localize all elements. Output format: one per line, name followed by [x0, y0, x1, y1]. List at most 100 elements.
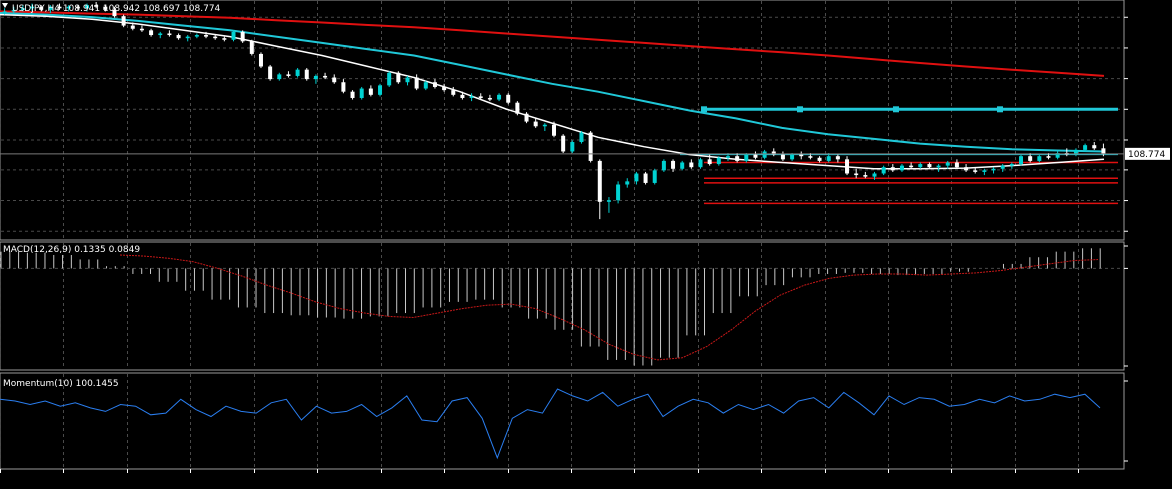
candle-body: [286, 74, 291, 76]
candle-body: [890, 167, 895, 171]
candle-body: [139, 28, 144, 31]
candle-body: [204, 35, 209, 37]
candle-body: [194, 35, 199, 37]
candle-body: [11, 9, 16, 12]
candle-body: [414, 77, 419, 89]
candle-body: [48, 6, 53, 10]
candle-body: [313, 75, 318, 80]
candle-body: [634, 173, 639, 182]
candle-body: [368, 88, 373, 95]
candle-body: [542, 124, 547, 127]
macd-histogram: [0, 248, 1101, 366]
candle-body: [744, 154, 749, 161]
candle-body: [964, 167, 969, 171]
candle-body: [597, 160, 602, 202]
candle-body: [533, 121, 538, 127]
candle-body: [57, 6, 62, 9]
moving-averages: [0, 10, 1105, 170]
candle-body: [442, 86, 447, 91]
time-axis[interactable]: [0, 469, 1079, 473]
candle-body: [616, 184, 621, 201]
candle-body: [899, 165, 904, 171]
candle-body: [304, 69, 309, 80]
symbol-header-text: USDJPY,H4 108.941 108.942 108.697 108.77…: [12, 4, 221, 14]
candle-body: [1046, 156, 1051, 158]
candle-body: [881, 167, 886, 174]
candle-body: [268, 66, 273, 80]
current-price-badge: [1125, 147, 1170, 160]
candle-body: [561, 135, 566, 152]
candle-body: [231, 31, 236, 40]
candle-body: [295, 69, 300, 76]
macd-axis: [1124, 245, 1128, 367]
candle-body: [588, 132, 593, 161]
candle-body: [863, 175, 868, 177]
candle-body: [1000, 165, 1005, 169]
candle-body: [478, 96, 483, 98]
candle-body: [808, 156, 813, 158]
candle-body: [66, 6, 71, 9]
candle-body: [423, 82, 428, 89]
candle-body: [39, 6, 44, 10]
candle-body: [790, 154, 795, 160]
candle-body: [725, 156, 730, 158]
candle-body: [249, 41, 254, 54]
candle-body: [20, 8, 25, 10]
candle-body: [432, 82, 437, 87]
candle-body: [1037, 156, 1042, 161]
candle-body: [341, 82, 346, 92]
momentum-panel-frame: [0, 372, 1125, 470]
candle-body: [762, 151, 767, 158]
candle-body: [817, 157, 822, 161]
candle-body: [185, 36, 190, 39]
candle-body: [460, 94, 465, 98]
candle-body: [1073, 149, 1078, 155]
candle-body: [359, 88, 364, 98]
collapse-triangle-icon[interactable]: [2, 3, 8, 8]
candlestick-series: [2, 2, 1106, 220]
candle-body: [854, 173, 859, 176]
candle-body: [524, 113, 529, 122]
candle-body: [954, 162, 959, 168]
momentum-label: Momentum(10) 100.1455: [3, 379, 119, 389]
candle-body: [689, 162, 694, 168]
current-price-tag: 108.774: [1125, 147, 1170, 160]
momentum-panel[interactable]: [0, 372, 1125, 470]
candle-body: [1028, 156, 1033, 161]
candle-body: [84, 5, 89, 9]
candle-body: [716, 157, 721, 165]
candle-body: [552, 124, 556, 136]
candle-body: [872, 173, 877, 177]
candle-body: [570, 142, 575, 152]
candle-body: [277, 74, 282, 80]
price-axis[interactable]: [1124, 16, 1128, 232]
main-panel[interactable]: [0, 0, 1125, 241]
candle-body: [753, 154, 758, 158]
candle-body: [606, 200, 611, 202]
candle-body: [350, 91, 355, 98]
ma-fast-line: [0, 13, 1105, 170]
candle-body: [936, 165, 941, 168]
level-handle-icon: [997, 106, 1003, 113]
candle-body: [1092, 145, 1097, 149]
candle-body: [991, 168, 996, 171]
macd-panel[interactable]: [0, 241, 1125, 371]
candle-body: [378, 85, 383, 95]
candle-body: [497, 94, 502, 100]
candle-body: [918, 164, 923, 168]
candle-body: [707, 159, 712, 165]
candle-body: [258, 53, 263, 67]
candle-body: [771, 151, 776, 155]
candle-body: [469, 96, 474, 98]
candle-body: [332, 77, 337, 83]
candle-body: [487, 97, 492, 100]
candle-body: [240, 31, 245, 42]
candle-body: [1055, 153, 1060, 158]
candle-body: [945, 162, 950, 166]
candle-body: [973, 170, 978, 172]
ma-slow-line: [0, 10, 1105, 77]
candle-body: [451, 90, 456, 95]
candle-body: [845, 159, 850, 174]
candle-body: [506, 94, 511, 103]
